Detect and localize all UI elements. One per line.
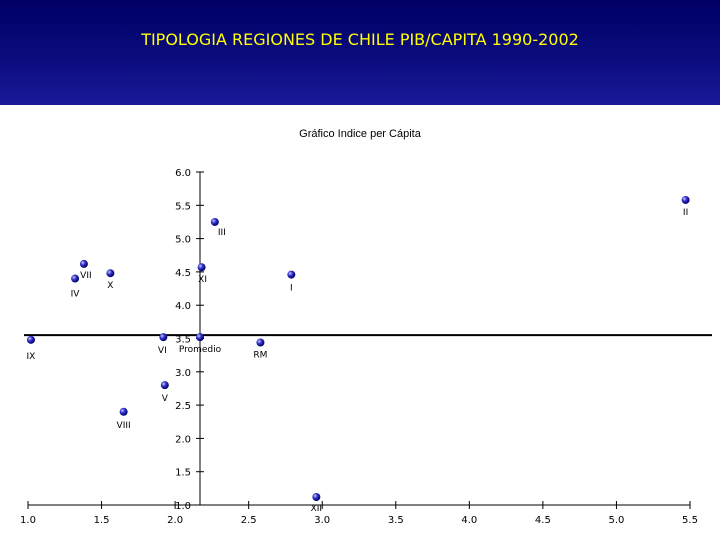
data-point: [106, 269, 115, 278]
y-tick-label: 5.5: [175, 201, 191, 212]
x-tick-label: 3.0: [314, 515, 330, 526]
data-point: [71, 274, 80, 283]
reference-line-group: Promedio: [24, 333, 712, 355]
data-point: [256, 338, 265, 347]
x-tick-label: 2.0: [167, 515, 183, 526]
data-point: [681, 195, 690, 204]
point-label: VIII: [117, 421, 131, 431]
point-label: VI: [158, 346, 167, 356]
x-tick-label: 3.5: [388, 515, 404, 526]
data-point: [26, 335, 35, 344]
chart-title: Gráfico Indice per Cápita: [299, 128, 421, 140]
x-tick-label: 4.0: [461, 515, 477, 526]
point-label: VII: [80, 271, 91, 281]
data-point: [287, 270, 296, 279]
point-label: IV: [71, 290, 81, 300]
data-point: [119, 407, 128, 416]
y-tick-label: 5.0: [175, 235, 191, 246]
data-point: [79, 259, 88, 268]
x-tick-label: 4.5: [535, 515, 551, 526]
x-tick-label: 5.0: [608, 515, 624, 526]
x-tick-label: 5.5: [682, 515, 698, 526]
y-tick-label: 6.0: [175, 168, 191, 179]
point-label: X: [107, 281, 113, 291]
y-tick-label: 4.0: [175, 301, 191, 312]
page-title: TIPOLOGIA REGIONES DE CHILE PIB/CAPITA 1…: [141, 30, 579, 49]
average-line-label: Promedio: [179, 345, 222, 355]
data-point: [197, 263, 206, 272]
average-marker: [196, 333, 204, 342]
data-point: [312, 493, 321, 502]
title-banner: TIPOLOGIA REGIONES DE CHILE PIB/CAPITA 1…: [0, 0, 720, 105]
point-label: XI: [198, 275, 207, 285]
y-tick-label: 4.5: [175, 268, 191, 279]
point-label: II: [683, 208, 688, 218]
y-tick-label: 3.5: [175, 335, 191, 346]
point-label: I: [290, 284, 293, 294]
point-label: V: [162, 394, 169, 404]
y-tick-label: 2.0: [175, 434, 191, 445]
point-label: XII: [311, 504, 322, 514]
y-tick-label: 1.5: [175, 468, 191, 479]
data-point: [210, 217, 219, 226]
y-tick-label: 3.0: [175, 368, 191, 379]
x-tick-label: 1.0: [20, 515, 36, 526]
point-label: IX: [27, 352, 36, 362]
axes: 1.0 1.5 2.0 2.5 3.0 3.5 4.0 4.5 5.0 5.5 1.0 1.5 2.0 2…: [20, 168, 698, 526]
x-tick-label: 1.5: [94, 515, 110, 526]
point-label: III: [218, 228, 226, 238]
x-tick-label: 2.5: [241, 515, 257, 526]
data-point: [160, 381, 169, 390]
y-tick-label: 2.5: [175, 401, 191, 412]
point-label: RM: [253, 350, 267, 360]
data-point: [159, 333, 168, 342]
y-tick-label: 1.0: [175, 501, 191, 512]
